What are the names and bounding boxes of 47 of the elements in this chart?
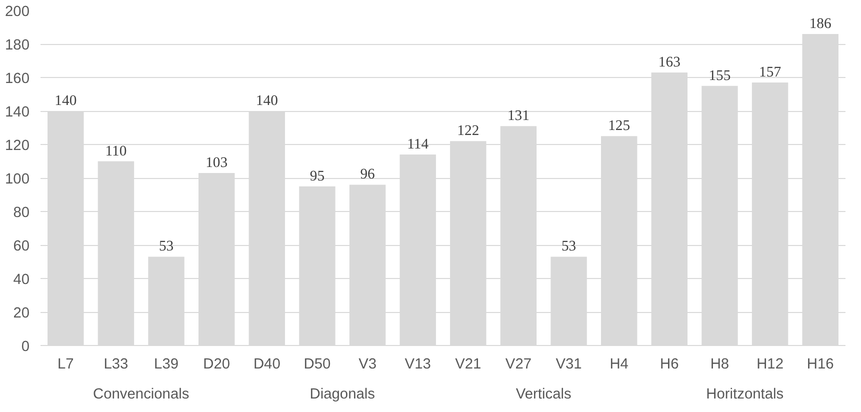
data-label: 155 (708, 68, 731, 84)
x-tick-label: H12 (756, 356, 784, 372)
x-tick-label: D40 (253, 356, 280, 372)
data-label: 95 (310, 168, 325, 184)
y-tick-label: 80 (13, 205, 30, 221)
x-tick-label: V31 (556, 356, 582, 372)
data-label: 163 (658, 54, 680, 70)
y-tick-label: 40 (13, 272, 30, 288)
y-tick-label: 60 (13, 238, 30, 254)
x-tick-label: H4 (610, 356, 628, 372)
data-label: 122 (457, 123, 480, 140)
data-label: 125 (608, 118, 630, 134)
x-tick-label: V21 (455, 356, 482, 372)
y-tick-label: 180 (5, 38, 30, 54)
x-tick-label: V3 (358, 356, 377, 372)
data-label: 53 (158, 238, 174, 255)
x-tick-label: H6 (660, 356, 679, 372)
data-label: 186 (809, 16, 832, 32)
x-tick-label: D50 (304, 356, 331, 372)
data-label: 114 (407, 136, 430, 153)
text: Horitzontals (706, 386, 784, 402)
text: Convencionals (93, 386, 190, 402)
x-tick-label: L7 (58, 356, 74, 372)
data-label: 131 (507, 108, 530, 124)
y-tick-label: 120 (5, 138, 30, 154)
x-tick-label: H8 (710, 356, 730, 372)
y-tick-label: 200 (5, 4, 30, 20)
x-tick-label: L39 (154, 356, 179, 372)
data-label: 157 (759, 64, 782, 81)
data-label: 53 (561, 238, 576, 255)
data-label: 140 (54, 93, 77, 109)
y-tick-label: 160 (5, 71, 30, 87)
data-label: 103 (206, 154, 228, 171)
x-tick-label: H16 (806, 356, 834, 372)
y-tick-label: 140 (5, 104, 30, 120)
x-tick-label: D20 (203, 356, 230, 372)
text: Diagonals (310, 386, 375, 402)
data-label: 140 (256, 93, 278, 109)
y-tick-label: 100 (5, 172, 30, 188)
y-tick-label: 20 (13, 306, 30, 322)
x-tick-label: V27 (505, 356, 532, 372)
data-label: 110 (105, 143, 127, 160)
x-tick-label: V13 (404, 356, 431, 372)
x-tick-label: L33 (104, 356, 128, 372)
data-label: 96 (360, 166, 375, 183)
text: Verticals (516, 386, 572, 402)
y-tick-label: 0 (21, 339, 30, 355)
